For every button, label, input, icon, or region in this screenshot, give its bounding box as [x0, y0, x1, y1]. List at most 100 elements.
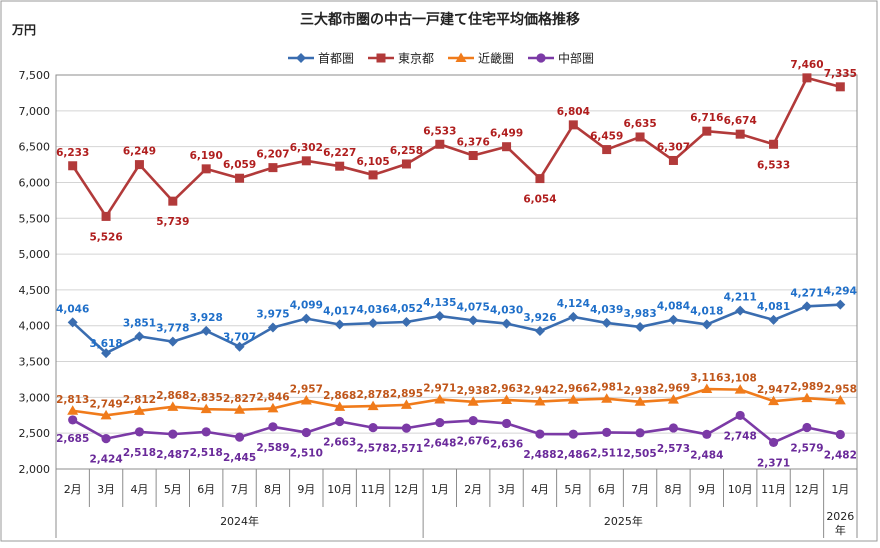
x-tick-label: 9月: [297, 483, 315, 496]
y-tick-label: 3,000: [19, 391, 51, 404]
x-tick-label: 2月: [64, 483, 82, 496]
data-point: [334, 319, 345, 330]
y-tick-label: 7,000: [19, 105, 51, 118]
data-point: [267, 402, 279, 413]
x-tick-label: 8月: [664, 483, 682, 496]
data-point: [568, 429, 578, 439]
data-label: 2,424: [89, 454, 122, 466]
data-label: 2,971: [423, 382, 456, 394]
data-point: [234, 432, 245, 442]
year-group-label: 2024年: [220, 514, 259, 528]
data-point: [768, 314, 779, 325]
data-label: 2,966: [557, 383, 590, 395]
data-label: 2,749: [89, 398, 122, 410]
data-label: 6,105: [356, 156, 389, 168]
data-point: [300, 394, 312, 405]
data-point: [401, 317, 412, 328]
data-label: 2,636: [490, 438, 523, 450]
data-point: [768, 395, 780, 406]
data-point: [401, 423, 412, 433]
data-point: [468, 151, 478, 161]
data-point: [801, 301, 812, 312]
data-point: [534, 396, 546, 406]
data-point: [602, 145, 612, 155]
data-point: [701, 319, 712, 330]
data-point: [167, 336, 178, 347]
data-point: [134, 331, 145, 342]
data-point: [467, 396, 479, 406]
data-point: [568, 120, 578, 130]
x-tick-label: 3月: [498, 483, 516, 496]
x-tick-label: 1月: [831, 483, 849, 496]
data-label: 4,039: [590, 304, 623, 316]
x-tick-label: 2月: [464, 483, 482, 496]
data-point: [368, 318, 379, 329]
x-tick-label: 10月: [728, 483, 753, 496]
data-label: 2,878: [356, 389, 389, 401]
x-tick-label: 6月: [197, 483, 215, 496]
data-label: 6,635: [623, 118, 656, 130]
data-label: 2,938: [457, 385, 490, 397]
data-point: [435, 417, 445, 428]
data-label: 6,804: [557, 106, 590, 118]
x-tick-label: 3月: [97, 483, 115, 496]
data-point: [401, 159, 411, 169]
data-label: 3,975: [256, 309, 289, 321]
data-label: 4,046: [56, 303, 89, 315]
data-point: [134, 427, 145, 437]
data-point: [835, 299, 846, 310]
data-point: [67, 317, 78, 328]
data-label: 4,017: [323, 306, 356, 318]
data-label: 4,099: [290, 300, 323, 312]
y-tick-label: 4,500: [19, 284, 51, 297]
data-label: 5,739: [156, 216, 189, 228]
data-label: 2,835: [190, 392, 223, 404]
data-label: 2,963: [490, 383, 523, 395]
data-point: [435, 139, 445, 149]
data-point: [535, 429, 545, 439]
data-label: 6,674: [724, 115, 757, 127]
data-label: 2,579: [790, 443, 823, 455]
x-tick-label: 6月: [598, 483, 616, 496]
data-label: 2,969: [657, 383, 690, 395]
data-label: 6,307: [657, 141, 690, 153]
data-point: [201, 164, 211, 174]
legend-layer: 首都圏 東京都 近畿圏 中部圏: [288, 51, 594, 66]
data-label: 6,716: [690, 112, 723, 124]
data-label: 2,957: [290, 383, 323, 395]
x-tick-label: 4月: [130, 483, 148, 496]
y-tick-label: 6,500: [19, 141, 51, 154]
x-tick-label: 1月: [431, 483, 449, 496]
data-label: 2,573: [657, 443, 690, 455]
y-tick-label: 2,000: [19, 463, 51, 476]
data-label: 6,258: [390, 145, 423, 157]
series-line-3: [72, 414, 841, 444]
data-label: 4,271: [790, 287, 823, 299]
data-point: [201, 325, 212, 336]
data-point: [535, 174, 545, 184]
data-label: 2,578: [356, 443, 389, 455]
data-point: [802, 422, 812, 433]
data-point: [735, 129, 745, 139]
data-label: 2,895: [390, 388, 423, 400]
data-label: 2,868: [156, 390, 189, 402]
data-point: [168, 196, 178, 206]
data-point: [635, 428, 645, 438]
data-label: 5,526: [89, 231, 122, 243]
data-point: [602, 427, 612, 437]
data-point: [335, 161, 345, 171]
data-label: 6,376: [457, 137, 490, 149]
data-label: 2,487: [156, 449, 189, 461]
legend-marker: [296, 53, 306, 63]
data-label: 3,707: [223, 332, 256, 344]
series-layer: [67, 73, 846, 448]
x-tick-label: 11月: [761, 483, 786, 496]
data-point: [769, 139, 779, 149]
data-point: [267, 322, 278, 333]
series-line-1: [71, 76, 841, 218]
data-label: 4,036: [356, 304, 389, 316]
y-tick-label: 7,500: [19, 69, 51, 82]
data-point: [601, 317, 612, 328]
data-point: [434, 393, 446, 404]
